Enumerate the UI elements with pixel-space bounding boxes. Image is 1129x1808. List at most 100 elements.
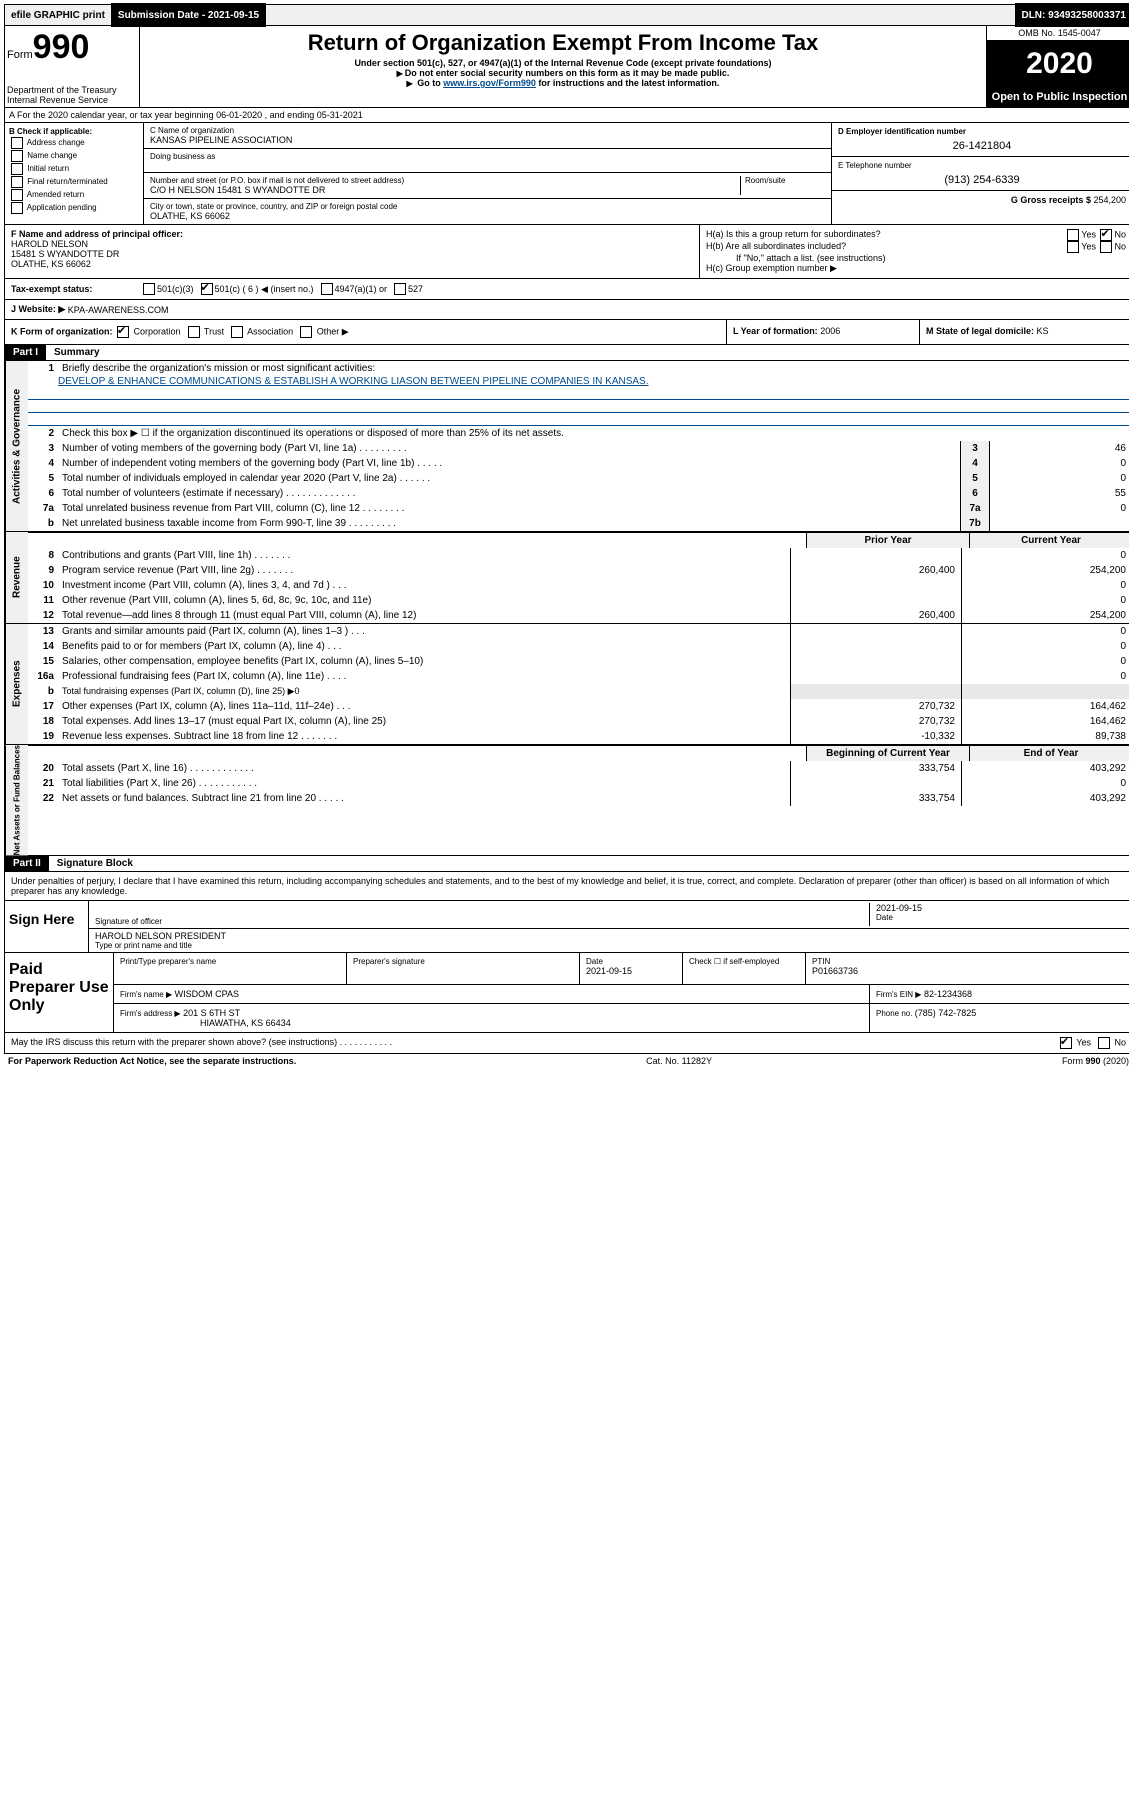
chk-527[interactable]: [394, 283, 406, 295]
street-value: C/O H NELSON 15481 S WYANDOTTE DR: [150, 185, 740, 195]
header-center: Return of Organization Exempt From Incom…: [140, 26, 986, 107]
line-11: 11Other revenue (Part VIII, column (A), …: [28, 593, 1129, 608]
section-l: L Year of formation: 2006: [726, 320, 919, 344]
section-f: F Name and address of principal officer:…: [5, 225, 699, 278]
summary-expenses: Expenses 13Grants and similar amounts pa…: [4, 624, 1129, 745]
chk-pending[interactable]: Application pending: [9, 202, 139, 214]
footer: For Paperwork Reduction Act Notice, see …: [4, 1054, 1129, 1068]
line-7b: bNet unrelated business taxable income f…: [28, 516, 1129, 531]
line-16b: bTotal fundraising expenses (Part IX, co…: [28, 684, 1129, 699]
line-6: 6Total number of volunteers (estimate if…: [28, 486, 1129, 501]
submission-date: Submission Date - 2021-09-15: [112, 3, 266, 27]
chk-other[interactable]: [300, 326, 312, 338]
footer-right: Form 990 (2020): [1062, 1056, 1129, 1066]
firm-addr1: 201 S 6TH ST: [183, 1008, 240, 1018]
officer-printed-name: HAROLD NELSON PRESIDENT: [95, 931, 1126, 941]
summary-governance: Activities & Governance 1 Briefly descri…: [4, 361, 1129, 532]
officer-name: HAROLD NELSON: [11, 239, 88, 249]
tax-exempt-row: Tax-exempt status: 501(c)(3) 501(c) ( 6 …: [4, 279, 1129, 300]
firm-addr2: HIAWATHA, KS 66434: [120, 1018, 291, 1028]
section-m: M State of legal domicile: KS: [919, 320, 1129, 344]
vert-revenue: Revenue: [5, 532, 28, 623]
chk-final-return[interactable]: Final return/terminated: [9, 176, 139, 188]
line-19: 19Revenue less expenses. Subtract line 1…: [28, 729, 1129, 744]
chk-501c3[interactable]: [143, 283, 155, 295]
ha-yes[interactable]: [1067, 229, 1079, 241]
phone-value: (913) 254-6339: [838, 170, 1126, 186]
efile-label: efile GRAPHIC print: [5, 3, 112, 27]
chk-address-change[interactable]: Address change: [9, 137, 139, 149]
summary-net-assets: Net Assets or Fund Balances Beginning of…: [4, 745, 1129, 856]
discuss-yes[interactable]: [1060, 1037, 1072, 1049]
vert-net-assets: Net Assets or Fund Balances: [5, 745, 28, 855]
header-left: Form990 Department of the Treasury Inter…: [5, 26, 140, 107]
line-21: 21Total liabilities (Part X, line 26) . …: [28, 776, 1129, 791]
mission-text: DEVELOP & ENHANCE COMMUNICATIONS & ESTAB…: [28, 376, 1129, 387]
discuss-no[interactable]: [1098, 1037, 1110, 1049]
org-name-cell: C Name of organization KANSAS PIPELINE A…: [144, 123, 831, 149]
dba-cell: Doing business as: [144, 149, 831, 173]
ein-value: 26-1421804: [838, 136, 1126, 152]
form-header: Form990 Department of the Treasury Inter…: [4, 26, 1129, 108]
pp-row-2: Firm's name ▶ WISDOM CPAS Firm's EIN ▶ 8…: [114, 985, 1129, 1004]
chk-501c[interactable]: [201, 283, 213, 295]
chk-trust[interactable]: [188, 326, 200, 338]
line-1: 1 Briefly describe the organization's mi…: [28, 361, 1129, 376]
org-name: KANSAS PIPELINE ASSOCIATION: [150, 135, 825, 145]
line-8: 8Contributions and grants (Part VIII, li…: [28, 548, 1129, 563]
chk-name-change[interactable]: Name change: [9, 150, 139, 162]
chk-corp[interactable]: [117, 326, 129, 338]
hb-yes[interactable]: [1067, 241, 1079, 253]
line-10: 10Investment income (Part VIII, column (…: [28, 578, 1129, 593]
chk-4947[interactable]: [321, 283, 333, 295]
line-9: 9Program service revenue (Part VIII, lin…: [28, 563, 1129, 578]
section-fh: F Name and address of principal officer:…: [4, 225, 1129, 279]
vert-governance: Activities & Governance: [5, 361, 28, 531]
phone-cell: E Telephone number (913) 254-6339: [832, 157, 1129, 191]
omb-number: OMB No. 1545-0047: [987, 26, 1129, 41]
city-value: OLATHE, KS 66062: [150, 211, 825, 221]
name-title-label: Type or print name and title: [95, 941, 1126, 950]
penalty-text: Under penalties of perjury, I declare th…: [5, 872, 1129, 900]
line-5: 5Total number of individuals employed in…: [28, 471, 1129, 486]
section-bcd: B Check if applicable: Address change Na…: [4, 123, 1129, 225]
line-17: 17Other expenses (Part IX, column (A), l…: [28, 699, 1129, 714]
section-b: B Check if applicable: Address change Na…: [5, 123, 144, 224]
section-klm: K Form of organization: Corporation Trus…: [4, 320, 1129, 345]
room-suite-label: Room/suite: [740, 176, 825, 195]
chk-amended[interactable]: Amended return: [9, 189, 139, 201]
website-value[interactable]: KPA-AWARENESS.COM: [68, 305, 169, 315]
top-bar: efile GRAPHIC print Submission Date - 20…: [4, 4, 1129, 26]
line-14: 14Benefits paid to or for members (Part …: [28, 639, 1129, 654]
line-18: 18Total expenses. Add lines 13–17 (must …: [28, 714, 1129, 729]
year-header-rev: Prior Year Current Year: [28, 532, 1129, 548]
ha-no[interactable]: [1100, 229, 1112, 241]
header-right: OMB No. 1545-0047 2020 Open to Public In…: [986, 26, 1129, 107]
part1-header: Part I Summary: [4, 345, 1129, 361]
hb-note: If "No," attach a list. (see instruction…: [706, 253, 1126, 263]
year-header-net: Beginning of Current Year End of Year: [28, 745, 1129, 761]
line-15: 15Salaries, other compensation, employee…: [28, 654, 1129, 669]
irs-link[interactable]: www.irs.gov/Form990: [443, 78, 536, 88]
chk-initial-return[interactable]: Initial return: [9, 163, 139, 175]
summary-revenue: Revenue Prior Year Current Year 8Contrib…: [4, 532, 1129, 624]
firm-name: WISDOM CPAS: [175, 989, 239, 999]
row-a-tax-year: A For the 2020 calendar year, or tax yea…: [4, 108, 1129, 123]
sig-officer-label: Signature of officer: [95, 917, 869, 926]
hb-no[interactable]: [1100, 241, 1112, 253]
firm-phone: (785) 742-7825: [915, 1008, 977, 1018]
paid-preparer-label: Paid Preparer Use Only: [5, 953, 114, 1032]
open-to-public: Open to Public Inspection: [987, 87, 1129, 107]
line-22: 22Net assets or fund balances. Subtract …: [28, 791, 1129, 806]
chk-assoc[interactable]: [231, 326, 243, 338]
footer-left: For Paperwork Reduction Act Notice, see …: [8, 1056, 296, 1066]
irs-label: Internal Revenue Service: [7, 95, 137, 105]
form-title: Return of Organization Exempt From Incom…: [142, 30, 984, 56]
hb-label: H(b) Are all subordinates included?: [706, 241, 846, 253]
line-4: 4Number of independent voting members of…: [28, 456, 1129, 471]
tax-year: 2020: [987, 41, 1129, 87]
vert-expenses: Expenses: [5, 624, 28, 744]
header-sub2: Do not enter social security numbers on …: [142, 68, 984, 78]
sig-date-label: Date: [876, 913, 1126, 922]
line-3: 3Number of voting members of the governi…: [28, 441, 1129, 456]
